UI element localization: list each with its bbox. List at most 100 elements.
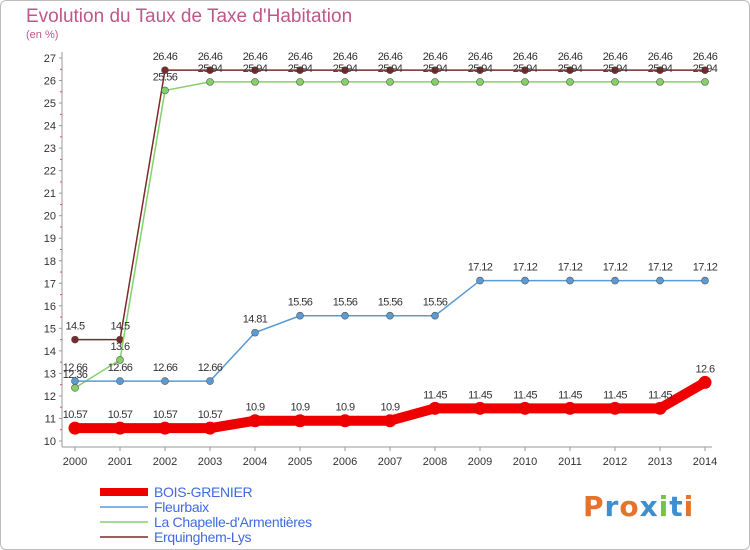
logo-letter: i <box>683 490 695 523</box>
y-tick-label: 16 <box>44 301 56 313</box>
data-point <box>473 401 487 415</box>
data-label: 11.45 <box>423 389 447 401</box>
data-point <box>71 384 79 392</box>
data-label: 15.56 <box>423 297 448 309</box>
data-point <box>206 78 214 86</box>
data-point <box>701 66 709 74</box>
data-label: 25.94 <box>693 63 718 75</box>
data-label: 26.46 <box>288 51 313 63</box>
data-label: 26.46 <box>243 51 268 63</box>
data-label: 17.12 <box>468 262 493 274</box>
data-label: 25.94 <box>243 63 268 75</box>
data-point <box>161 66 169 74</box>
y-tick-label: 10 <box>44 436 56 448</box>
data-point <box>248 414 262 428</box>
data-point <box>563 401 577 415</box>
data-label: 26.46 <box>378 51 403 63</box>
data-label: 25.56 <box>153 71 178 83</box>
y-tick-label: 23 <box>44 143 56 155</box>
data-point <box>203 421 217 435</box>
data-label: 11.45 <box>513 389 537 401</box>
data-label: 26.46 <box>648 51 673 63</box>
data-point <box>431 311 439 320</box>
y-tick-label: 25 <box>44 98 56 110</box>
data-label: 25.94 <box>558 63 583 75</box>
x-tick-label: 2005 <box>288 456 312 468</box>
y-tick-label: 17 <box>44 278 56 290</box>
data-label: 15.56 <box>378 297 403 309</box>
data-point <box>521 276 529 285</box>
x-tick-label: 2006 <box>333 456 357 468</box>
x-tick-label: 2000 <box>63 456 87 468</box>
data-label: 17.12 <box>513 262 538 274</box>
data-point <box>386 311 394 320</box>
legend-label: Erquinghem-Lys <box>154 529 252 545</box>
data-label: 10.57 <box>63 409 88 421</box>
chart-title: Evolution du Taux de Taxe d'Habitation <box>26 6 353 27</box>
data-point <box>113 421 127 435</box>
y-tick-label: 14 <box>44 346 56 358</box>
x-tick-label: 2004 <box>243 456 267 468</box>
data-label: 10.9 <box>335 402 354 414</box>
data-point <box>161 377 169 385</box>
data-label: 17.12 <box>558 262 583 274</box>
y-tick-label: 19 <box>44 233 56 245</box>
legend-label: Fleurbaix <box>154 499 209 515</box>
data-point <box>341 311 349 320</box>
data-point <box>296 66 304 74</box>
data-point <box>476 78 484 86</box>
data-label: 25.94 <box>513 63 538 75</box>
x-tick-label: 2012 <box>603 456 627 468</box>
data-label: 25.94 <box>423 63 448 75</box>
data-point <box>518 401 532 415</box>
data-point <box>428 401 442 415</box>
y-tick-label: 27 <box>44 53 56 65</box>
data-label: 12.6 <box>695 363 714 375</box>
logo-letter: o <box>619 490 640 523</box>
data-label: 11.45 <box>648 389 672 401</box>
data-point <box>68 421 82 435</box>
chart-subtitle: (en %) <box>26 29 59 41</box>
x-tick-label: 2007 <box>378 456 402 468</box>
data-point <box>338 414 352 428</box>
data-label: 25.94 <box>378 63 403 75</box>
data-label: 11.45 <box>603 389 627 401</box>
logo-letter: P <box>583 490 605 523</box>
x-tick-label: 2010 <box>513 456 537 468</box>
data-point <box>521 66 529 74</box>
data-label: 25.94 <box>603 63 628 75</box>
data-point <box>251 66 259 74</box>
data-label: 26.46 <box>198 51 223 63</box>
data-label: 25.94 <box>333 63 358 75</box>
legend-label: BOIS-GRENIER <box>154 484 252 500</box>
x-tick-label: 2008 <box>423 456 447 468</box>
y-tick-label: 12 <box>44 391 56 403</box>
data-point <box>296 78 304 86</box>
data-point <box>71 335 79 344</box>
x-tick-label: 2011 <box>558 456 582 468</box>
data-point <box>521 78 529 86</box>
data-point <box>251 328 259 337</box>
data-label: 15.56 <box>333 297 358 309</box>
data-point <box>611 78 619 86</box>
data-point <box>608 401 622 415</box>
data-point <box>383 414 397 428</box>
data-point <box>158 421 172 435</box>
data-point <box>611 276 619 285</box>
data-label: 12.66 <box>153 362 178 374</box>
data-label: 17.12 <box>693 262 718 274</box>
data-label: 26.46 <box>603 51 628 63</box>
data-label: 26.46 <box>693 51 718 63</box>
data-label: 26.46 <box>468 51 493 63</box>
data-label: 10.57 <box>108 409 133 421</box>
data-point <box>653 401 667 415</box>
data-point <box>341 66 349 74</box>
data-label: 11.45 <box>468 389 492 401</box>
y-tick-label: 11 <box>45 413 56 425</box>
data-point <box>386 66 394 74</box>
data-label: 17.12 <box>603 262 628 274</box>
logo-letter: x <box>639 490 659 523</box>
data-point <box>293 414 307 428</box>
data-point <box>698 375 712 389</box>
